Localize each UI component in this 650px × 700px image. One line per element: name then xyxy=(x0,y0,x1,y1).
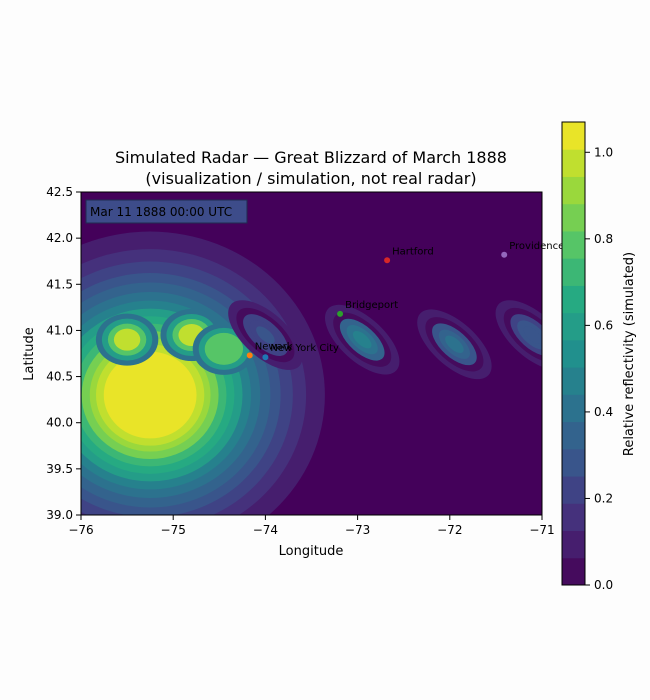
city-label-providence: Providence xyxy=(509,241,564,252)
chart-title: Simulated Radar — Great Blizzard of Marc… xyxy=(115,148,507,167)
city-label-bridgeport: Bridgeport xyxy=(345,300,398,311)
x-tick-label: −71 xyxy=(529,523,554,537)
colorbar-tick-label: 0.0 xyxy=(594,578,613,592)
colorbar-segment xyxy=(562,176,585,205)
y-axis: 39.0 39.5 40.0 40.5 41.0 41.5 42.0 42.5 xyxy=(46,185,81,522)
timestamp-box: Mar 11 1888 00:00 UTC xyxy=(85,199,248,224)
x-axis-label: Longitude xyxy=(279,544,344,559)
y-tick-label: 39.5 xyxy=(46,462,73,476)
colorbar-tick-label: 1.0 xyxy=(594,145,613,159)
chart-subtitle: (visualization / simulation, not real ra… xyxy=(145,169,476,188)
y-tick-label: 42.0 xyxy=(46,231,73,245)
storm-lobe-2-2 xyxy=(204,332,244,365)
y-tick-label: 41.5 xyxy=(46,277,73,291)
y-tick-label: 40.0 xyxy=(46,416,73,430)
y-tick-label: 40.5 xyxy=(46,370,73,384)
timestamp-label: Mar 11 1888 00:00 UTC xyxy=(90,205,232,219)
city-label-new-york-city: New York City xyxy=(270,343,339,354)
city-label-newark: Newark xyxy=(255,341,293,352)
x-tick-label: −74 xyxy=(253,523,278,537)
rain-band-3 xyxy=(495,300,542,370)
colorbar-segment xyxy=(562,285,585,314)
colorbar-segment xyxy=(562,258,585,286)
colorbar-segment xyxy=(562,312,585,341)
x-tick-label: −72 xyxy=(437,523,462,537)
colorbar-segment xyxy=(562,394,585,423)
colorbar-tick-label: 0.6 xyxy=(594,318,613,332)
colorbar-segment xyxy=(562,339,585,368)
city-marker-hartford xyxy=(384,257,391,264)
colorbar-tick-label: 0.8 xyxy=(594,232,613,246)
y-tick-label: 41.0 xyxy=(46,323,73,337)
colorbar-tick-label: 0.4 xyxy=(594,405,613,419)
colorbar: 0.0 0.2 0.4 0.6 0.8 1.0 Relative reflectivity… xyxy=(561,121,637,592)
colorbar-segment xyxy=(562,122,585,150)
colorbar-segment xyxy=(562,203,585,232)
colorbar-segment xyxy=(562,530,585,559)
x-axis: −76 −75 −74 −73 −72 −71 xyxy=(68,515,555,537)
rain-band-1 xyxy=(324,304,400,375)
rain-band-2 xyxy=(417,309,492,380)
x-tick-label: −76 xyxy=(68,523,93,537)
y-tick-label: 42.5 xyxy=(46,185,73,199)
colorbar-segment xyxy=(562,421,585,450)
colorbar-segment xyxy=(562,367,585,395)
y-axis-label: Latitude xyxy=(22,327,37,381)
colorbar-segment xyxy=(562,557,585,586)
colorbar-segment xyxy=(562,230,585,259)
plot-area xyxy=(80,191,543,516)
colorbar-label: Relative reflectivity (simulated) xyxy=(622,252,637,456)
colorbar-segment xyxy=(562,448,585,477)
colorbar-segment xyxy=(562,476,585,504)
colorbar-segment xyxy=(562,149,585,177)
city-marker-providence xyxy=(501,251,508,258)
colorbar-segment xyxy=(562,503,585,532)
city-label-hartford: Hartford xyxy=(392,246,434,257)
rain-band-0 xyxy=(228,300,303,370)
city-marker-bridgeport xyxy=(337,310,344,317)
colorbar-tick-label: 0.2 xyxy=(594,491,613,505)
storm-lobe-0-3 xyxy=(113,328,141,351)
x-tick-label: −75 xyxy=(161,523,186,537)
reflectivity-field xyxy=(81,231,542,515)
city-marker-newark xyxy=(246,352,253,359)
colorbar-ticks: 0.0 0.2 0.4 0.6 0.8 1.0 xyxy=(585,145,613,592)
y-tick-label: 39.0 xyxy=(46,508,73,522)
storm-contour-13 xyxy=(103,351,197,439)
x-tick-label: −73 xyxy=(345,523,370,537)
city-marker-new-york-city xyxy=(262,354,269,361)
